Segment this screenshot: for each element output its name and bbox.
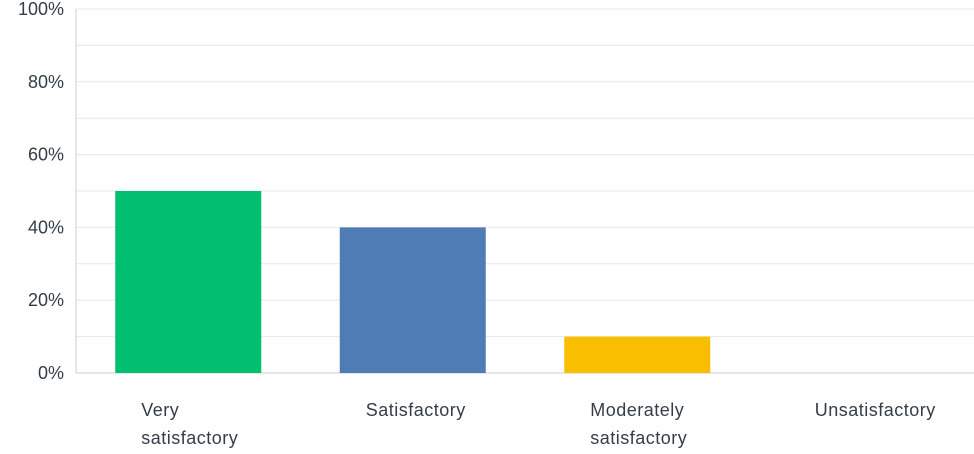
bar xyxy=(115,191,262,373)
bar xyxy=(564,336,711,373)
x-category-label: Very satisfactory xyxy=(141,400,238,448)
y-tick-label: 80% xyxy=(28,72,64,92)
y-tick-label: 0% xyxy=(38,363,64,383)
y-tick-label: 20% xyxy=(28,290,64,310)
y-tick-label: 60% xyxy=(28,145,64,165)
x-category-label: Satisfactory xyxy=(366,400,466,420)
y-tick-label: 40% xyxy=(28,217,64,237)
y-tick-label: 100% xyxy=(18,0,64,19)
x-category-label: Unsatisfactory xyxy=(815,400,936,420)
x-category-label: Moderately satisfactory xyxy=(590,400,687,448)
x-axis-category-labels: Very satisfactory Satisfactory Moderately sa… xyxy=(141,400,936,448)
bars xyxy=(115,191,711,373)
bar xyxy=(339,227,486,373)
y-axis-tick-labels: 0% 20% 40% 60% 80% 100% xyxy=(18,0,64,383)
